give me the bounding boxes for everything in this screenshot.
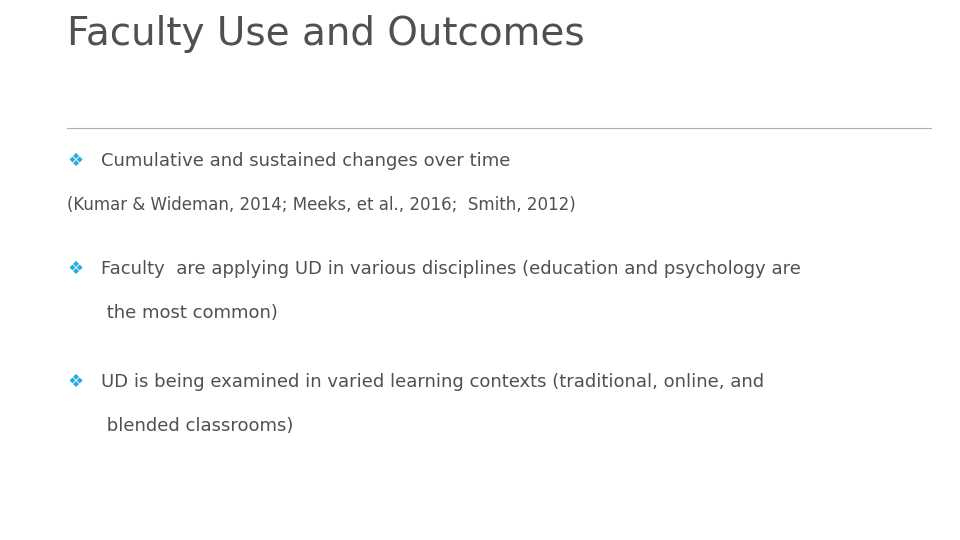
Text: Cumulative and sustained changes over time: Cumulative and sustained changes over ti… [101,152,510,170]
Text: ❖: ❖ [67,152,84,170]
Text: 22: 22 [920,512,931,522]
Text: UD is being examined in varied learning contexts (traditional, online, and: UD is being examined in varied learning … [101,373,764,391]
Text: ❖: ❖ [67,373,84,391]
Text: Faculty Use and Outcomes: Faculty Use and Outcomes [67,15,585,53]
Text: Faculty  are applying UD in various disciplines (education and psychology are: Faculty are applying UD in various disci… [101,260,801,278]
Text: 3/30/2018: 3/30/2018 [29,512,75,522]
Text: blended classrooms): blended classrooms) [101,417,293,435]
Text: ❖: ❖ [67,260,84,278]
Text: S. SCOTT, INDIANA AHEAD SPRING CONFERENCE: S. SCOTT, INDIANA AHEAD SPRING CONFERENC… [371,512,589,522]
Text: the most common): the most common) [101,305,277,322]
Text: (Kumar & Wideman, 2014; Meeks, et al., 2016;  Smith, 2012): (Kumar & Wideman, 2014; Meeks, et al., 2… [67,197,576,214]
